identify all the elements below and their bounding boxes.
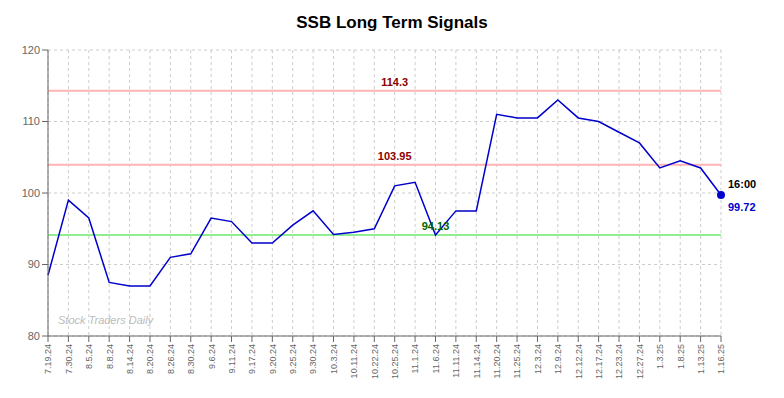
svg-text:8.26.24: 8.26.24 [166, 344, 176, 374]
svg-text:7.19.24: 7.19.24 [43, 344, 53, 374]
svg-text:1.16.25: 1.16.25 [716, 344, 726, 374]
html-text:Stock Traders Daily: Stock Traders Daily [58, 314, 154, 326]
svg-text:1.8.25: 1.8.25 [676, 344, 686, 369]
svg-text:99.72: 99.72 [728, 201, 756, 213]
svg-text:11.6.24: 11.6.24 [431, 344, 441, 373]
svg-text:9.11.24: 9.11.24 [227, 344, 237, 373]
svg-text:12.23.24: 12.23.24 [614, 344, 624, 379]
svg-text:10.25.24: 10.25.24 [390, 344, 400, 379]
svg-text:9.17.24: 9.17.24 [247, 344, 257, 374]
svg-text:11.20.24: 11.20.24 [492, 344, 502, 378]
svg-text:1.3.25: 1.3.25 [655, 344, 665, 369]
svg-text:114.3: 114.3 [381, 76, 408, 88]
svg-text:1.13.25: 1.13.25 [696, 344, 706, 374]
svg-text:10.11.24: 10.11.24 [349, 344, 359, 378]
html-text:SSB Long Term Signals: SSB Long Term Signals [296, 13, 488, 32]
svg-text:103.95: 103.95 [378, 150, 412, 162]
svg-text:11.1.24: 11.1.24 [410, 344, 420, 373]
svg-text:12.27.24: 12.27.24 [635, 344, 645, 379]
svg-text:11.11.24: 11.11.24 [451, 344, 461, 378]
svg-text:8.14.24: 8.14.24 [125, 344, 135, 374]
svg-text:10.3.24: 10.3.24 [329, 344, 339, 374]
svg-text:16:00: 16:00 [728, 178, 756, 190]
svg-text:7.30.24: 7.30.24 [64, 344, 74, 374]
svg-text:9.6.24: 9.6.24 [207, 344, 217, 369]
svg-text:120: 120 [22, 44, 40, 56]
svg-text:8.20.24: 8.20.24 [145, 344, 155, 374]
svg-text:11.25.24: 11.25.24 [512, 344, 522, 378]
svg-text:8.8.24: 8.8.24 [105, 344, 115, 369]
svg-text:11.14.24: 11.14.24 [472, 344, 482, 378]
svg-text:8.5.24: 8.5.24 [84, 344, 94, 369]
svg-text:110: 110 [22, 115, 40, 127]
svg-text:80: 80 [28, 330, 40, 342]
svg-text:12.12.24: 12.12.24 [574, 344, 584, 379]
svg-text:100: 100 [22, 187, 40, 199]
svg-text:94.13: 94.13 [422, 220, 450, 232]
svg-text:12.17.24: 12.17.24 [594, 344, 604, 379]
svg-text:9.25.24: 9.25.24 [288, 344, 298, 374]
svg-text:12.9.24: 12.9.24 [553, 344, 563, 374]
svg-text:90: 90 [28, 258, 40, 270]
svg-text:9.30.24: 9.30.24 [309, 344, 319, 374]
svg-text:10.22.24: 10.22.24 [370, 344, 380, 379]
svg-text:12.3.24: 12.3.24 [533, 344, 543, 374]
svg-text:9.20.24: 9.20.24 [268, 344, 278, 374]
svg-text:8.30.24: 8.30.24 [186, 344, 196, 374]
